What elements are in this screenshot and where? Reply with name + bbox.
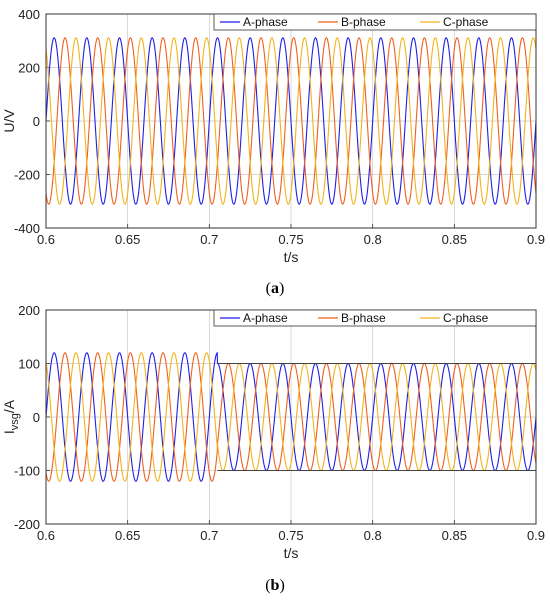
legend: A-phase B-phase C-phase xyxy=(213,13,537,31)
y-tick-label: -100 xyxy=(14,464,40,479)
series-line-b-phase xyxy=(45,37,537,205)
caption-close: ) xyxy=(279,577,284,594)
x-tick-label: 0.7 xyxy=(200,232,218,247)
caption-letter: a xyxy=(271,280,279,297)
y-tick-label: 100 xyxy=(18,357,40,372)
x-tick-label: 0.6 xyxy=(37,528,55,543)
caption-close: ) xyxy=(279,280,284,297)
series-line-c-phase xyxy=(45,37,537,205)
series-line-c-phase xyxy=(45,352,537,482)
x-tick-label: 0.9 xyxy=(527,232,545,247)
y-tick-labels: 400 200 0 -200 -400 xyxy=(14,7,40,236)
current-chart: 200 100 0 -100 -200 0.6 0.65 0.7 0.75 0.8 0.85 0.9… xyxy=(1,303,545,594)
x-tick-labels: 0.6 0.65 0.7 0.75 0.8 0.85 0.9 xyxy=(37,528,545,543)
y-tick-label: 400 xyxy=(18,7,40,22)
legend-label-b-phase: B-phase xyxy=(341,311,386,325)
y-tick-label: -200 xyxy=(14,168,40,183)
y-tick-labels: 200 100 0 -100 -200 xyxy=(14,303,40,532)
x-tick-label: 0.8 xyxy=(364,232,382,247)
x-axis-label: t/s xyxy=(284,249,299,265)
series-group xyxy=(45,37,537,205)
x-tick-label: 0.7 xyxy=(200,528,218,543)
series-line-b-phase xyxy=(45,352,537,482)
x-tick-label: 0.85 xyxy=(442,528,467,543)
y-tick-label: 200 xyxy=(18,303,40,318)
voltage-chart: 400 200 0 -200 -400 0.6 0.65 0.7 0.75 0.8 0.85 0.9… xyxy=(1,7,545,297)
y-axis-label: Ivsg/A xyxy=(1,399,21,434)
y-axis-label: U/V xyxy=(1,109,17,133)
series-line-a-phase xyxy=(45,37,537,205)
legend-label-b-phase: B-phase xyxy=(341,15,386,29)
legend-box xyxy=(213,13,537,31)
x-tick-label: 0.85 xyxy=(442,232,467,247)
legend-label-c-phase: C-phase xyxy=(443,15,489,29)
legend: A-phase B-phase C-phase xyxy=(213,309,537,327)
x-tick-label: 0.65 xyxy=(115,232,140,247)
y-tick-label: -200 xyxy=(14,517,40,532)
y-tick-label: -400 xyxy=(14,221,40,236)
reference-lines xyxy=(217,363,536,471)
x-tick-label: 0.75 xyxy=(278,528,303,543)
x-tick-labels: 0.6 0.65 0.7 0.75 0.8 0.85 0.9 xyxy=(37,232,545,247)
legend-box xyxy=(213,309,537,327)
y-label-tail: /A xyxy=(1,399,17,413)
caption-open: ( xyxy=(266,280,271,297)
series-line-a-phase xyxy=(45,351,537,482)
caption-open: ( xyxy=(265,577,270,594)
legend-label-a-phase: A-phase xyxy=(243,15,288,29)
caption-letter: b xyxy=(271,577,280,594)
x-tick-label: 0.8 xyxy=(364,528,382,543)
x-tick-label: 0.65 xyxy=(115,528,140,543)
legend-label-c-phase: C-phase xyxy=(443,311,489,325)
y-label-sub: vsg xyxy=(9,413,21,430)
y-tick-label: 200 xyxy=(18,61,40,76)
y-tick-label: 0 xyxy=(33,410,40,425)
legend-label-a-phase: A-phase xyxy=(243,311,288,325)
series-group xyxy=(45,351,537,482)
x-tick-label: 0.75 xyxy=(278,232,303,247)
y-label-main: I xyxy=(1,430,17,434)
y-tick-label: 0 xyxy=(33,114,40,129)
x-tick-label: 0.9 xyxy=(527,528,545,543)
caption-a: (a) xyxy=(266,280,285,297)
x-axis-label: t/s xyxy=(284,545,299,561)
x-tick-label: 0.6 xyxy=(37,232,55,247)
caption-b: (b) xyxy=(265,577,285,594)
